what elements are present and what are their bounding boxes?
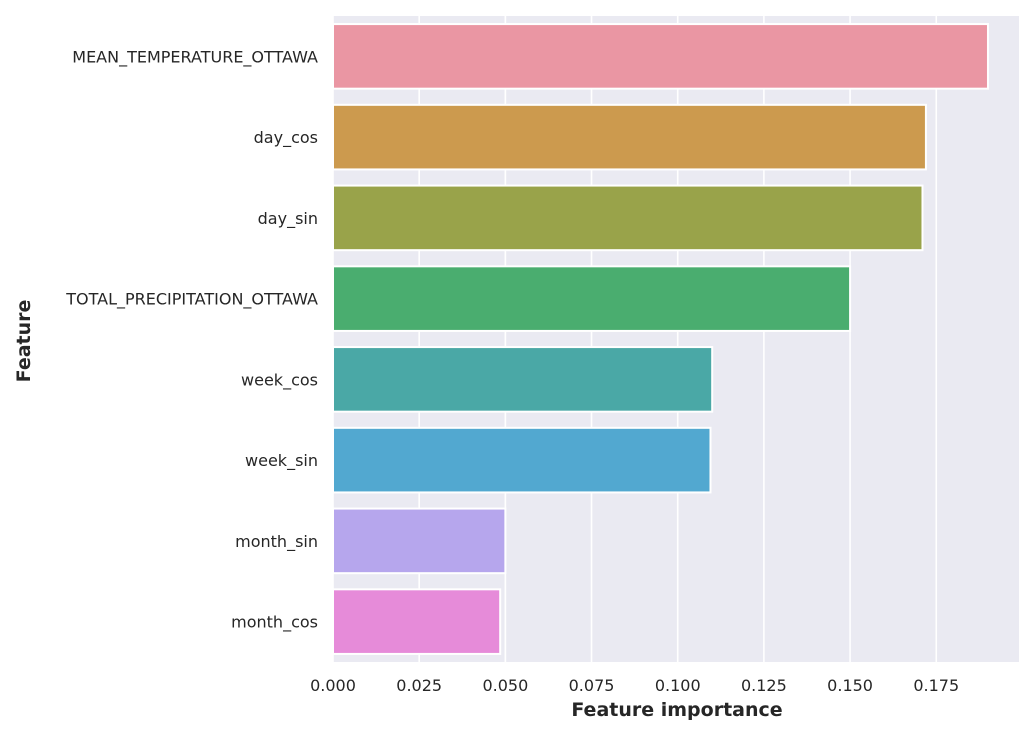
bar-week-sin: [332, 426, 712, 494]
bar-week-cos: [332, 346, 714, 413]
y-tick-label: day_sin: [258, 209, 318, 229]
y-tick-label: day_cos: [254, 128, 318, 148]
y-tick-label: week_cos: [241, 370, 318, 390]
x-tick-label: 0.125: [741, 676, 787, 695]
x-axis-title: Feature importance: [571, 699, 782, 721]
x-tick-label: 0.150: [827, 676, 873, 695]
x-tick-label: 0.075: [569, 676, 615, 695]
x-tick-label: 0.025: [396, 676, 442, 695]
y-tick-label: month_cos: [231, 613, 318, 633]
bar-day-sin: [332, 184, 924, 252]
y-tick-label: TOTAL_PRECIPITATION_OTTAWA: [65, 290, 318, 310]
x-tick-label: 0.100: [655, 676, 701, 695]
x-tick-label: 0.000: [310, 676, 356, 695]
x-tick-label: 0.175: [913, 676, 959, 695]
y-tick-label: month_sin: [235, 532, 318, 552]
bar-day-cos: [332, 103, 927, 171]
bars: [332, 23, 989, 655]
bar-mean-temperature-ottawa: [332, 23, 989, 90]
y-axis-title: Feature: [13, 300, 35, 383]
bar-month-sin: [332, 507, 507, 575]
y-tick-labels: MEAN_TEMPERATURE_OTTAWA day_cos day_sin TOT…: [65, 47, 318, 632]
x-tick-labels: 0.000 0.025 0.050 0.075 0.100 0.125 0.150 0.175: [310, 676, 959, 695]
bar-month-cos: [332, 588, 502, 655]
bar-total-precipitation-ottawa: [332, 265, 852, 332]
y-tick-label: MEAN_TEMPERATURE_OTTAWA: [72, 47, 318, 67]
y-tick-label: week_sin: [245, 451, 318, 471]
x-tick-label: 0.050: [482, 676, 528, 695]
